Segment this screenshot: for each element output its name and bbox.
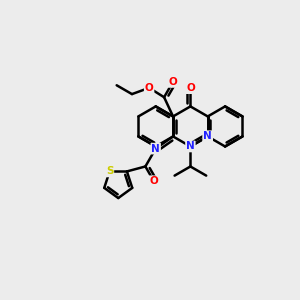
Text: S: S — [106, 167, 113, 176]
Text: O: O — [145, 83, 154, 93]
Text: N: N — [186, 142, 195, 152]
Text: O: O — [169, 77, 177, 87]
Text: N: N — [203, 131, 212, 142]
Text: O: O — [186, 83, 195, 93]
Text: N: N — [151, 144, 160, 154]
Text: N: N — [203, 131, 212, 142]
Text: O: O — [150, 176, 158, 186]
